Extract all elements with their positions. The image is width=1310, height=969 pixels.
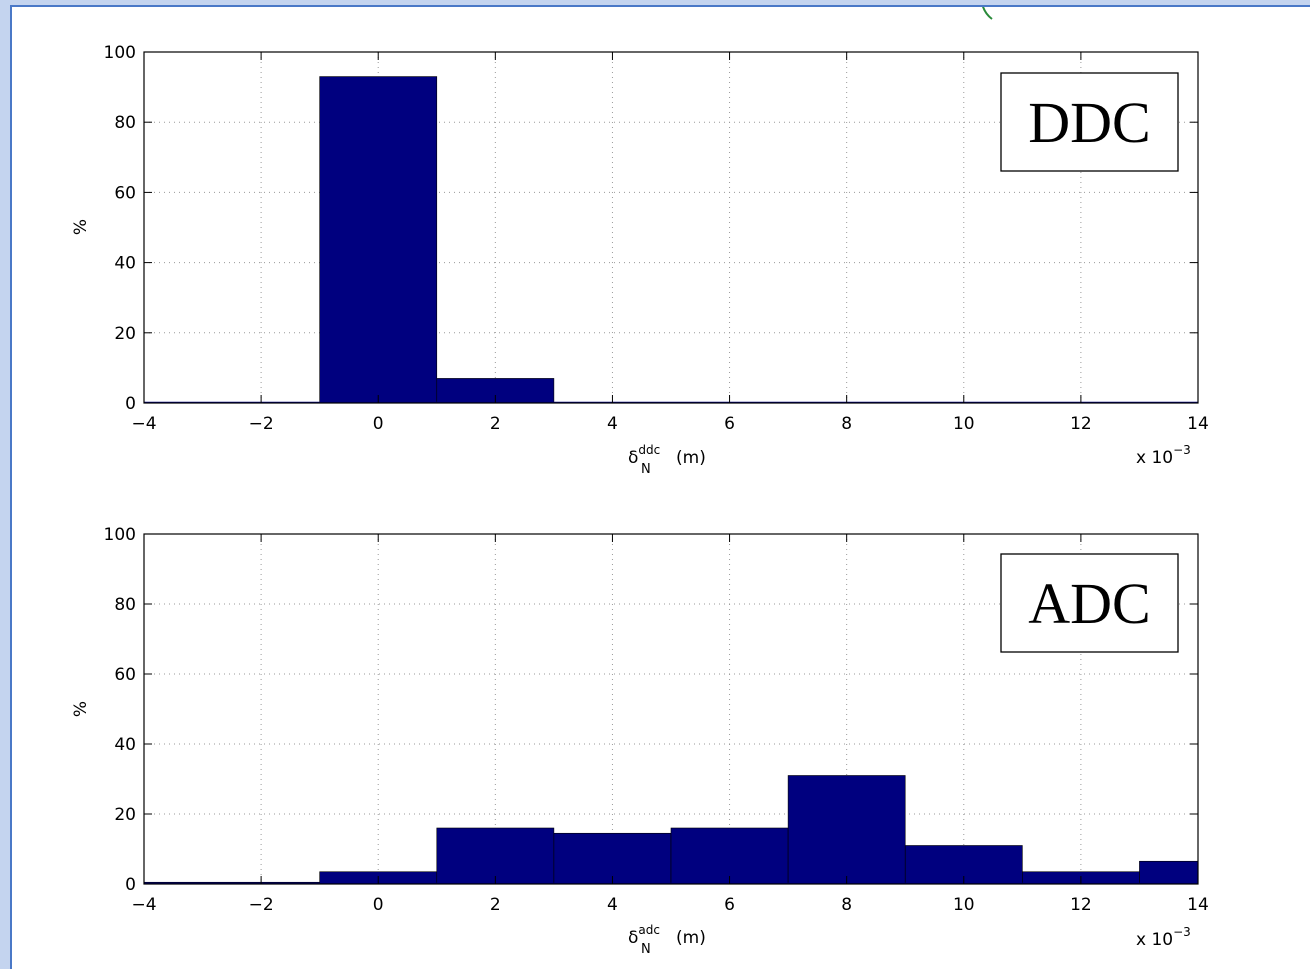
x-tick-label: 0 <box>373 414 384 434</box>
chart-panel-adc: −4 −2 0 2 4 6 8 10 12 14 0 20 40 60 80 100% δadc N(m) x 10… <box>71 525 1209 957</box>
decorative-swoosh <box>982 7 993 20</box>
x-tick-label: −2 <box>249 895 274 915</box>
y-axis-label: % <box>71 701 91 717</box>
x-tick-label: 2 <box>490 895 501 915</box>
panel-label-text: ADC <box>1028 571 1150 636</box>
y-tick-label: 20 <box>114 805 136 825</box>
x-tick-label: −4 <box>131 895 156 915</box>
panel-label-box: ADC <box>1000 553 1179 653</box>
x-tick-label: 4 <box>607 895 618 915</box>
x-tick-label: 12 <box>1070 895 1092 915</box>
x-tick-label: 14 <box>1187 414 1209 434</box>
histogram-bar <box>787 775 906 885</box>
panel-label-text: DDC <box>1028 90 1150 155</box>
x-tick-label: 0 <box>373 895 384 915</box>
histogram-bar <box>670 827 789 885</box>
x-tick-label: 14 <box>1187 895 1209 915</box>
histogram-bar <box>1139 860 1199 885</box>
y-tick-label: 80 <box>114 595 136 615</box>
y-tick-label: 40 <box>114 735 136 755</box>
x-tick-label: 4 <box>607 414 618 434</box>
x-tick-label: −2 <box>249 414 274 434</box>
x-tick-label: 8 <box>841 895 852 915</box>
x-tick-label: −4 <box>131 414 156 434</box>
x-tick-label: 10 <box>953 895 975 915</box>
y-tick-label: 100 <box>104 525 136 545</box>
chart-panel-ddc: −4 −2 0 2 4 6 8 10 12 14 0 20 40 60 80 100% δddc N(m) x 10… <box>71 43 1209 477</box>
y-tick-label: 40 <box>114 254 136 274</box>
x-tick-label: 10 <box>953 414 975 434</box>
panel-label-border <box>1000 553 1179 653</box>
axes-box <box>143 51 1199 404</box>
y-tick-label: 100 <box>104 43 136 63</box>
x-tick-label: 12 <box>1070 414 1092 434</box>
x-tick-label: 6 <box>724 414 735 434</box>
x-tick-label: 8 <box>841 414 852 434</box>
y-tick-label: 0 <box>125 875 136 895</box>
panel-label-box: DDC <box>1000 72 1179 172</box>
y-tick-label: 20 <box>114 324 136 344</box>
histogram-bar <box>319 76 438 404</box>
y-tick-label: 60 <box>114 665 136 685</box>
x-axis-multiplier: x 10−3 <box>1136 925 1191 950</box>
x-tick-label: 2 <box>490 414 501 434</box>
y-tick-label: 80 <box>114 113 136 133</box>
x-axis-label: δddc N(m) <box>628 443 706 477</box>
y-tick-label: 0 <box>125 394 136 414</box>
x-axis-label: δadc N(m) <box>628 923 706 957</box>
x-tick-label: 6 <box>724 895 735 915</box>
panel-label-border <box>1000 72 1179 172</box>
y-tick-label: 60 <box>114 183 136 203</box>
histogram-bar <box>436 827 555 885</box>
x-axis-multiplier: x 10−3 <box>1136 443 1191 468</box>
y-axis-label: % <box>71 219 91 235</box>
axes-box <box>143 533 1199 885</box>
